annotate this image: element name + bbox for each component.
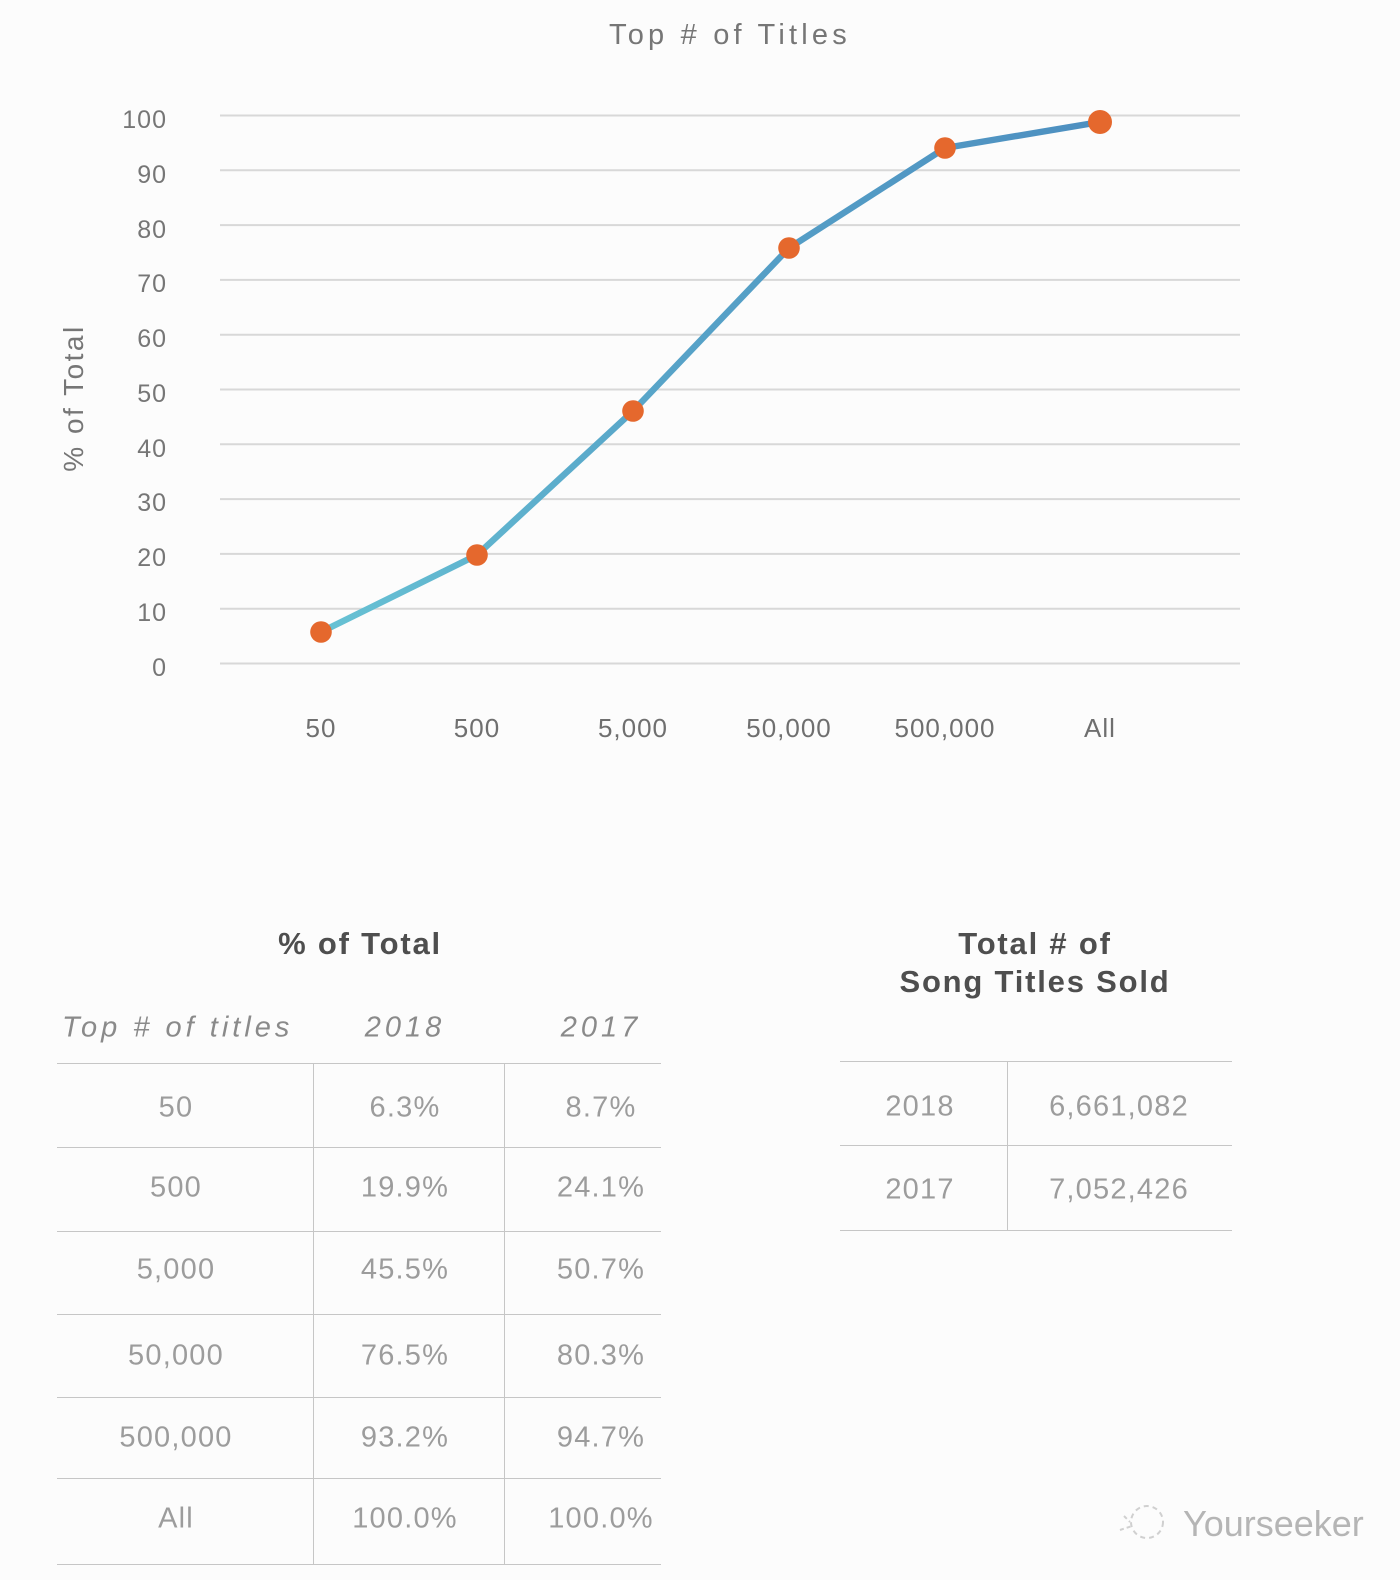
svg-text:500,000: 500,000	[895, 713, 996, 743]
svg-text:40: 40	[137, 435, 167, 463]
svg-text:50: 50	[137, 380, 167, 408]
svg-text:70: 70	[137, 270, 167, 298]
svg-text:100: 100	[122, 106, 167, 134]
svg-text:% of Total: % of Total	[58, 324, 89, 471]
svg-text:90: 90	[137, 161, 167, 189]
svg-text:20: 20	[137, 544, 167, 572]
svg-text:10: 10	[137, 599, 167, 627]
svg-text:0: 0	[152, 654, 167, 682]
svg-text:50,000: 50,000	[746, 713, 832, 743]
svg-text:All: All	[1084, 713, 1116, 743]
svg-text:30: 30	[137, 489, 167, 517]
svg-text:80: 80	[137, 216, 167, 244]
svg-text:60: 60	[137, 325, 167, 353]
svg-text:5,000: 5,000	[598, 713, 668, 743]
svg-text:50: 50	[306, 713, 337, 743]
svg-text:500: 500	[454, 713, 500, 743]
svg-text:Top # of Titles: Top # of Titles	[609, 19, 851, 51]
